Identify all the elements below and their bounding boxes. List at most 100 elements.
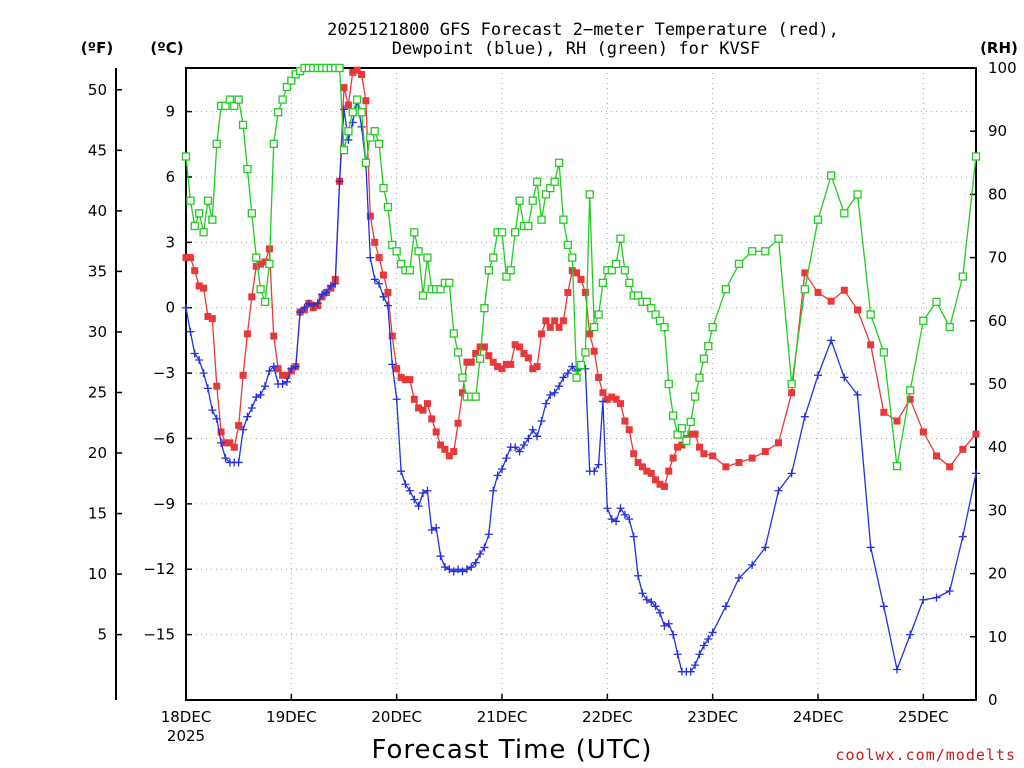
temperature-point xyxy=(459,389,466,397)
rh-point xyxy=(607,266,616,275)
dewpoint-point xyxy=(454,565,463,574)
dewpoint-point xyxy=(827,336,836,345)
rh-point xyxy=(748,247,757,256)
temperature-point xyxy=(709,452,717,460)
dewpoint-point xyxy=(642,595,651,604)
dewpoint-point xyxy=(309,301,318,310)
series-dewpoint xyxy=(182,96,980,676)
dewpoint-point xyxy=(550,388,559,397)
temperature-point xyxy=(647,469,655,477)
rh-point xyxy=(278,95,287,104)
temperature-point xyxy=(542,317,550,325)
rh-point xyxy=(699,354,709,363)
dewpoint-point xyxy=(598,397,607,406)
rh-point xyxy=(945,322,954,332)
rh-point xyxy=(787,379,796,389)
temperature-point xyxy=(581,288,589,296)
dewpoint-point xyxy=(721,602,730,611)
temperature-point xyxy=(397,373,405,381)
dewpoint-point xyxy=(304,299,313,308)
dewpoint-point xyxy=(331,279,340,288)
dewpoint-point xyxy=(493,471,502,480)
temperature-point xyxy=(450,448,458,456)
temperature-point xyxy=(186,254,194,262)
temperature-point xyxy=(362,97,370,105)
temperature-point xyxy=(555,323,563,331)
temperature-point xyxy=(191,267,199,275)
temperature-point xyxy=(652,476,660,484)
credit-link[interactable]: coolwx.com/modelts xyxy=(835,746,1016,764)
temperature-point xyxy=(551,317,559,325)
temperature-point xyxy=(344,101,352,109)
plot-frame xyxy=(185,67,977,701)
temperature-point xyxy=(625,426,633,434)
rh-point xyxy=(348,108,357,117)
rh-point xyxy=(282,82,292,92)
temperature-point xyxy=(366,212,374,220)
dewpoint-point xyxy=(269,362,278,371)
grid xyxy=(186,68,976,700)
dewpoint-point xyxy=(296,308,305,317)
dewpoint-point xyxy=(405,486,414,495)
dewpoint-point xyxy=(708,628,717,637)
temperature-point xyxy=(656,480,664,488)
temperature-point xyxy=(761,448,769,456)
rh-point xyxy=(238,120,248,130)
rh-point xyxy=(721,285,730,294)
dewpoint-point xyxy=(616,504,625,513)
dewpoint-point xyxy=(208,406,217,415)
dewpoint-point xyxy=(537,417,546,426)
x-tick-label: 25DEC xyxy=(898,708,949,726)
celsius-tick-label: 3 xyxy=(165,233,175,251)
temperature-point xyxy=(678,441,686,449)
rh-point xyxy=(414,247,423,256)
rh-point xyxy=(392,247,401,256)
x-tick-label: 24DEC xyxy=(793,708,844,726)
temperature-point xyxy=(801,269,809,277)
dewpoint-point xyxy=(695,650,704,659)
rh-point xyxy=(445,278,454,288)
dewpoint-point xyxy=(239,425,248,434)
x-tick-label: 23DEC xyxy=(687,708,738,726)
temperature-point xyxy=(485,352,493,360)
rh-point xyxy=(690,392,700,401)
temperature-point xyxy=(445,452,453,460)
rh-point xyxy=(252,253,261,262)
dewpoint-point xyxy=(291,362,300,371)
rh-tick-label: 80 xyxy=(988,185,1007,203)
rh-point xyxy=(366,133,375,142)
rh-point xyxy=(247,209,256,218)
temperature-point xyxy=(529,365,537,373)
temperature-point xyxy=(880,408,888,416)
dewpoint-point xyxy=(866,543,875,552)
temperature-point xyxy=(700,450,708,458)
temperature-point xyxy=(608,393,616,401)
dewpoint-point xyxy=(326,281,335,290)
rh-point xyxy=(489,253,498,262)
rh-point xyxy=(225,95,235,104)
rh-point xyxy=(932,297,941,306)
celsius-tick-label: 6 xyxy=(165,168,175,186)
temperature-point xyxy=(243,330,251,338)
dewpoint-point xyxy=(559,373,568,382)
temperature-point xyxy=(687,430,695,438)
dewpoint-point xyxy=(656,608,664,617)
rh-point xyxy=(212,139,221,148)
temperature-point xyxy=(480,343,488,351)
temperature-point xyxy=(349,68,357,76)
temperature-point xyxy=(384,288,392,296)
temperature-point xyxy=(933,452,940,460)
rh-point xyxy=(256,285,265,294)
fahrenheit-tick-label: 40 xyxy=(88,202,107,220)
dewpoint-point xyxy=(445,565,454,574)
series xyxy=(181,63,981,676)
dewpoint-point xyxy=(620,510,629,519)
temperature-point xyxy=(577,275,585,283)
fahrenheit-tick-label: 35 xyxy=(88,262,107,280)
dewpoint-point xyxy=(590,467,599,476)
rh-point xyxy=(260,297,270,306)
temperature-point xyxy=(840,286,848,294)
dewpoint-point xyxy=(879,602,888,611)
rh-point xyxy=(181,152,191,161)
temperature-point xyxy=(595,373,603,381)
